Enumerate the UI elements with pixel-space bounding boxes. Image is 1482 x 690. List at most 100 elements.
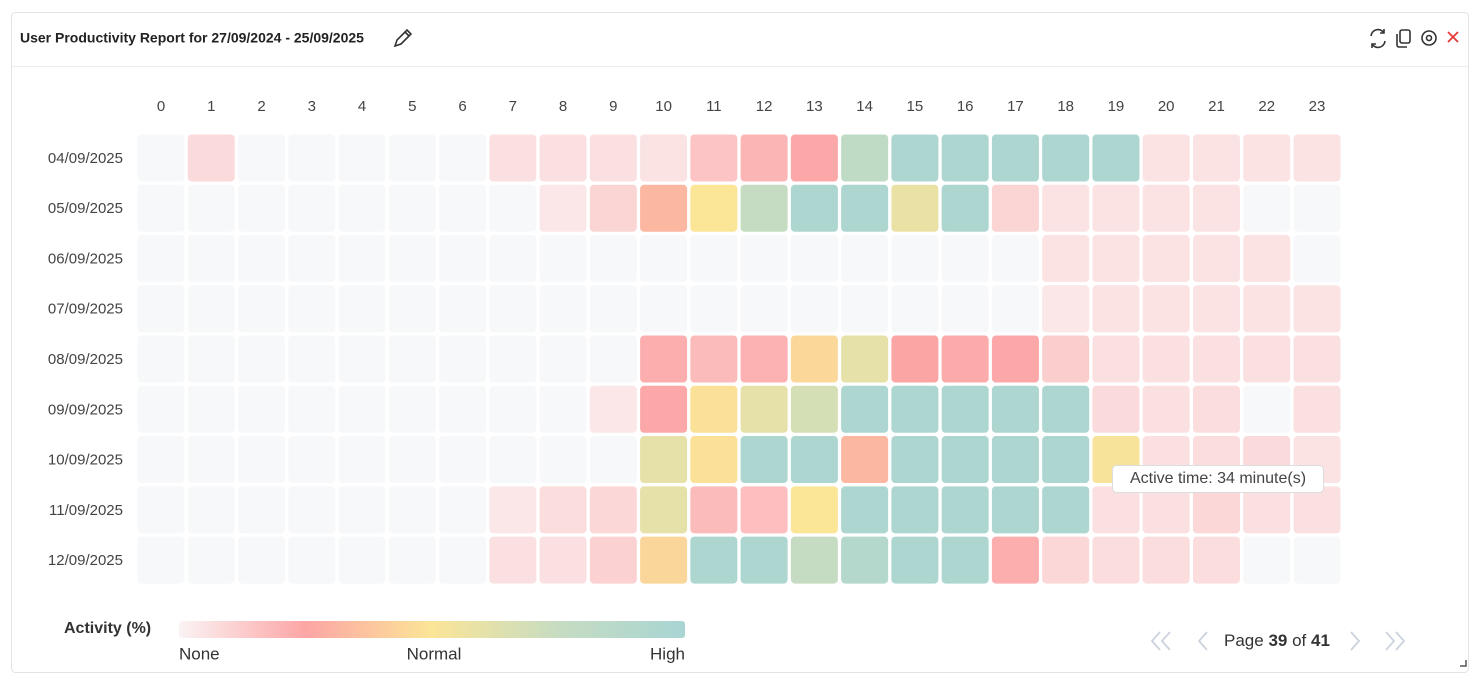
heat-cell bbox=[1192, 486, 1240, 534]
heat-cell bbox=[690, 184, 738, 232]
heat-cell bbox=[1192, 134, 1240, 182]
heat-cell bbox=[991, 436, 1039, 484]
heat-cell bbox=[740, 184, 788, 232]
empty-cell bbox=[388, 486, 436, 534]
empty-cell bbox=[238, 385, 286, 433]
empty-cell bbox=[187, 285, 235, 333]
heat-cell bbox=[539, 134, 587, 182]
empty-cell bbox=[790, 285, 838, 333]
hour-label: 7 bbox=[509, 98, 517, 115]
heat-cell bbox=[640, 486, 688, 534]
heat-cell bbox=[1243, 335, 1291, 383]
heat-cell bbox=[1092, 134, 1140, 182]
heat-cell bbox=[640, 385, 688, 433]
heat-cell bbox=[640, 335, 688, 383]
empty-cell bbox=[489, 335, 537, 383]
heat-cell bbox=[1142, 184, 1190, 232]
empty-cell bbox=[539, 385, 587, 433]
heat-cell bbox=[1142, 335, 1190, 383]
empty-cell bbox=[288, 235, 336, 283]
heat-cell bbox=[1042, 486, 1090, 534]
hour-label: 19 bbox=[1108, 98, 1125, 115]
empty-cell bbox=[991, 285, 1039, 333]
heat-cell bbox=[1092, 486, 1140, 534]
heat-cell bbox=[1042, 335, 1090, 383]
empty-cell bbox=[388, 235, 436, 283]
empty-cell bbox=[288, 486, 336, 534]
empty-cell bbox=[187, 436, 235, 484]
empty-cell bbox=[388, 134, 436, 182]
empty-cell bbox=[489, 385, 537, 433]
empty-cell bbox=[238, 285, 286, 333]
copy-icon[interactable] bbox=[1396, 29, 1411, 48]
next-page[interactable] bbox=[1350, 631, 1361, 651]
empty-cell bbox=[388, 436, 436, 484]
hour-label: 2 bbox=[257, 98, 265, 115]
empty-cell bbox=[539, 335, 587, 383]
empty-cell bbox=[388, 536, 436, 584]
settings-icon[interactable] bbox=[1421, 30, 1437, 46]
empty-cell bbox=[589, 436, 637, 484]
hour-label: 12 bbox=[756, 98, 773, 115]
heat-cell bbox=[841, 385, 889, 433]
prev-page[interactable] bbox=[1197, 631, 1208, 651]
close-icon[interactable] bbox=[1447, 31, 1459, 43]
heat-cell bbox=[941, 134, 989, 182]
hour-label: 11 bbox=[706, 98, 722, 115]
heat-cell bbox=[1042, 536, 1090, 584]
heat-cell bbox=[841, 335, 889, 383]
empty-cell bbox=[338, 285, 386, 333]
refresh-icon[interactable] bbox=[1370, 28, 1386, 49]
heat-cell bbox=[740, 436, 788, 484]
empty-cell bbox=[338, 486, 386, 534]
heat-cell bbox=[891, 385, 939, 433]
heat-cell bbox=[1092, 536, 1140, 584]
heat-cell bbox=[1293, 134, 1341, 182]
heat-cell bbox=[891, 134, 939, 182]
heat-cell bbox=[891, 436, 939, 484]
empty-cell bbox=[489, 235, 537, 283]
hour-label: 21 bbox=[1208, 98, 1225, 115]
empty-cell bbox=[338, 235, 386, 283]
heat-cell bbox=[1192, 536, 1240, 584]
hour-label: 22 bbox=[1258, 98, 1275, 115]
heat-cell bbox=[1142, 134, 1190, 182]
empty-cell bbox=[439, 134, 487, 182]
heat-cell bbox=[941, 436, 989, 484]
empty-cell bbox=[439, 385, 487, 433]
empty-cell bbox=[991, 235, 1039, 283]
empty-cell bbox=[288, 335, 336, 383]
empty-cell bbox=[187, 335, 235, 383]
page-total: 41 bbox=[1311, 631, 1330, 650]
empty-cell bbox=[1293, 235, 1341, 283]
first-page[interactable] bbox=[1150, 631, 1171, 651]
empty-cell bbox=[187, 486, 235, 534]
empty-cell bbox=[338, 134, 386, 182]
edit-icon[interactable] bbox=[393, 28, 413, 48]
hour-label: 14 bbox=[856, 98, 873, 115]
empty-cell bbox=[137, 184, 185, 232]
date-label: 08/09/2025 bbox=[48, 351, 123, 368]
last-page[interactable] bbox=[1385, 631, 1406, 651]
hour-label: 5 bbox=[408, 98, 416, 115]
heat-cell bbox=[991, 335, 1039, 383]
hour-label: 9 bbox=[609, 98, 617, 115]
empty-cell bbox=[338, 436, 386, 484]
resize-handle[interactable] bbox=[1460, 660, 1467, 667]
empty-cell bbox=[539, 285, 587, 333]
empty-cell bbox=[640, 285, 688, 333]
empty-cell bbox=[439, 235, 487, 283]
heat-cell bbox=[1293, 486, 1341, 534]
heat-cell bbox=[991, 385, 1039, 433]
heat-cell bbox=[740, 536, 788, 584]
empty-cell bbox=[388, 285, 436, 333]
heat-cell bbox=[1042, 134, 1090, 182]
empty-cell bbox=[388, 335, 436, 383]
heat-cell bbox=[640, 436, 688, 484]
heat-cell bbox=[790, 335, 838, 383]
hour-label: 10 bbox=[655, 98, 672, 115]
hour-label: 15 bbox=[907, 98, 924, 115]
empty-cell bbox=[589, 285, 637, 333]
heat-cell bbox=[790, 385, 838, 433]
heat-cell bbox=[489, 486, 537, 534]
